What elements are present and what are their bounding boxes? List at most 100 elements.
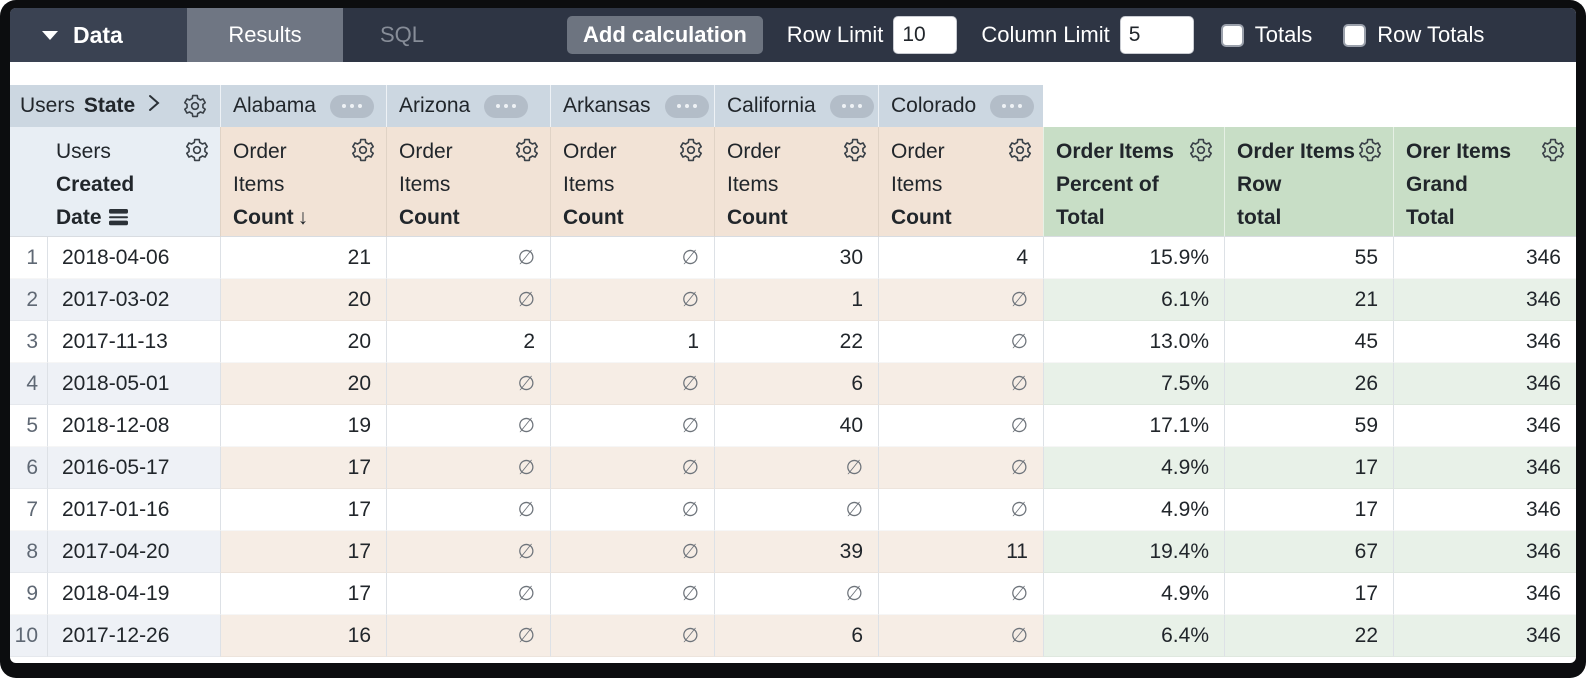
ellipsis-pill-icon[interactable] (829, 94, 874, 118)
cell-grand-total[interactable]: 346 (1393, 615, 1576, 657)
cell-colorado-count[interactable]: ∅ (878, 615, 1043, 657)
cell-alabama-count[interactable]: 19 (220, 405, 386, 447)
cell-arkansas-count[interactable]: ∅ (550, 279, 714, 321)
gear-icon[interactable] (1188, 137, 1214, 163)
cell-date[interactable]: 2018-04-06 (47, 237, 220, 279)
cell-colorado-count[interactable]: ∅ (878, 405, 1043, 447)
cell-percent-of-total[interactable]: 4.9% (1043, 489, 1224, 531)
cell-row-total[interactable]: 21 (1224, 279, 1393, 321)
add-calculation-button[interactable]: Add calculation (567, 16, 763, 54)
cell-arkansas-count[interactable]: ∅ (550, 615, 714, 657)
cell-arizona-count[interactable]: ∅ (386, 447, 550, 489)
pivot-value-arizona[interactable]: Arizona (386, 85, 550, 127)
cell-california-count[interactable]: 6 (714, 615, 878, 657)
cell-california-count[interactable]: 1 (714, 279, 878, 321)
gear-icon[interactable] (514, 137, 540, 163)
cell-colorado-count[interactable]: 4 (878, 237, 1043, 279)
calc-header-orer-items-grand-total[interactable]: Orer Items Grand Total (1393, 127, 1576, 237)
cell-date[interactable]: 2018-05-01 (47, 363, 220, 405)
cell-california-count[interactable]: 30 (714, 237, 878, 279)
cell-date[interactable]: 2017-11-13 (47, 321, 220, 363)
gear-icon[interactable] (1540, 137, 1566, 163)
cell-date[interactable]: 2018-04-19 (47, 573, 220, 615)
cell-california-count[interactable]: ∅ (714, 489, 878, 531)
cell-grand-total[interactable]: 346 (1393, 279, 1576, 321)
measure-header-order-items-count-arizona[interactable]: Order Items Count (386, 127, 550, 237)
cell-arizona-count[interactable]: ∅ (386, 489, 550, 531)
cell-colorado-count[interactable]: ∅ (878, 363, 1043, 405)
cell-california-count[interactable]: ∅ (714, 447, 878, 489)
cell-arizona-count[interactable]: 2 (386, 321, 550, 363)
measure-header-order-items-count-alabama[interactable]: Order Items Count ↓ (220, 127, 386, 237)
pivot-value-arkansas[interactable]: Arkansas (550, 85, 714, 127)
ellipsis-pill-icon[interactable] (329, 94, 374, 118)
cell-row-total[interactable]: 67 (1224, 531, 1393, 573)
cell-percent-of-total[interactable]: 4.9% (1043, 573, 1224, 615)
row-totals-toggle[interactable]: Row Totals (1343, 22, 1484, 48)
cell-arizona-count[interactable]: ∅ (386, 615, 550, 657)
cell-grand-total[interactable]: 346 (1393, 573, 1576, 615)
cell-arkansas-count[interactable]: 1 (550, 321, 714, 363)
cell-alabama-count[interactable]: 20 (220, 363, 386, 405)
cell-percent-of-total[interactable]: 6.1% (1043, 279, 1224, 321)
cell-arkansas-count[interactable]: ∅ (550, 489, 714, 531)
cell-percent-of-total[interactable]: 13.0% (1043, 321, 1224, 363)
cell-grand-total[interactable]: 346 (1393, 447, 1576, 489)
pivot-value-colorado[interactable]: Colorado (878, 85, 1043, 127)
cell-percent-of-total[interactable]: 7.5% (1043, 363, 1224, 405)
tab-sql[interactable]: SQL (379, 22, 425, 47)
gear-icon[interactable] (842, 137, 868, 163)
column-limit-input[interactable] (1119, 16, 1194, 54)
pivot-field-header[interactable]: Users State (10, 85, 220, 127)
measure-header-order-items-count-colorado[interactable]: Order Items Count (878, 127, 1043, 237)
cell-california-count[interactable]: 39 (714, 531, 878, 573)
row-totals-checkbox[interactable] (1343, 23, 1367, 47)
cell-row-total[interactable]: 17 (1224, 447, 1393, 489)
cell-row-total[interactable]: 17 (1224, 489, 1393, 531)
cell-date[interactable]: 2017-03-02 (47, 279, 220, 321)
cell-date[interactable]: 2016-05-17 (47, 447, 220, 489)
cell-alabama-count[interactable]: 17 (220, 573, 386, 615)
cell-date[interactable]: 2017-01-16 (47, 489, 220, 531)
cell-grand-total[interactable]: 346 (1393, 489, 1576, 531)
cell-date[interactable]: 2017-12-26 (47, 615, 220, 657)
cell-colorado-count[interactable]: ∅ (878, 447, 1043, 489)
gear-icon[interactable] (1357, 137, 1383, 163)
totals-checkbox[interactable] (1220, 23, 1244, 47)
cell-grand-total[interactable]: 346 (1393, 237, 1576, 279)
cell-percent-of-total[interactable]: 17.1% (1043, 405, 1224, 447)
cell-arizona-count[interactable]: ∅ (386, 279, 550, 321)
gear-icon[interactable] (184, 137, 210, 163)
gear-icon[interactable] (350, 137, 376, 163)
cell-row-total[interactable]: 55 (1224, 237, 1393, 279)
cell-california-count[interactable]: 22 (714, 321, 878, 363)
cell-colorado-count[interactable]: ∅ (878, 573, 1043, 615)
cell-alabama-count[interactable]: 17 (220, 447, 386, 489)
cell-date[interactable]: 2017-04-20 (47, 531, 220, 573)
tab-results[interactable]: Results (187, 8, 343, 62)
cell-alabama-count[interactable]: 20 (220, 279, 386, 321)
pivot-value-california[interactable]: California (714, 85, 878, 127)
cell-arizona-count[interactable]: ∅ (386, 573, 550, 615)
cell-grand-total[interactable]: 346 (1393, 531, 1576, 573)
ellipsis-pill-icon[interactable] (990, 94, 1035, 118)
calc-header-order-items-row-total[interactable]: Order Items Row total (1224, 127, 1393, 237)
cell-row-total[interactable]: 59 (1224, 405, 1393, 447)
cell-row-total[interactable]: 26 (1224, 363, 1393, 405)
cell-date[interactable]: 2018-12-08 (47, 405, 220, 447)
cell-alabama-count[interactable]: 21 (220, 237, 386, 279)
cell-alabama-count[interactable]: 17 (220, 489, 386, 531)
cell-california-count[interactable]: 6 (714, 363, 878, 405)
gear-icon[interactable] (678, 137, 704, 163)
cell-arkansas-count[interactable]: ∅ (550, 573, 714, 615)
cell-row-total[interactable]: 17 (1224, 573, 1393, 615)
measure-header-order-items-count-arkansas[interactable]: Order Items Count (550, 127, 714, 237)
cell-california-count[interactable]: ∅ (714, 573, 878, 615)
cell-alabama-count[interactable]: 20 (220, 321, 386, 363)
cell-colorado-count[interactable]: ∅ (878, 321, 1043, 363)
ellipsis-pill-icon[interactable] (664, 94, 709, 118)
cell-arizona-count[interactable]: ∅ (386, 237, 550, 279)
cell-arkansas-count[interactable]: ∅ (550, 363, 714, 405)
cell-percent-of-total[interactable]: 6.4% (1043, 615, 1224, 657)
cell-alabama-count[interactable]: 16 (220, 615, 386, 657)
